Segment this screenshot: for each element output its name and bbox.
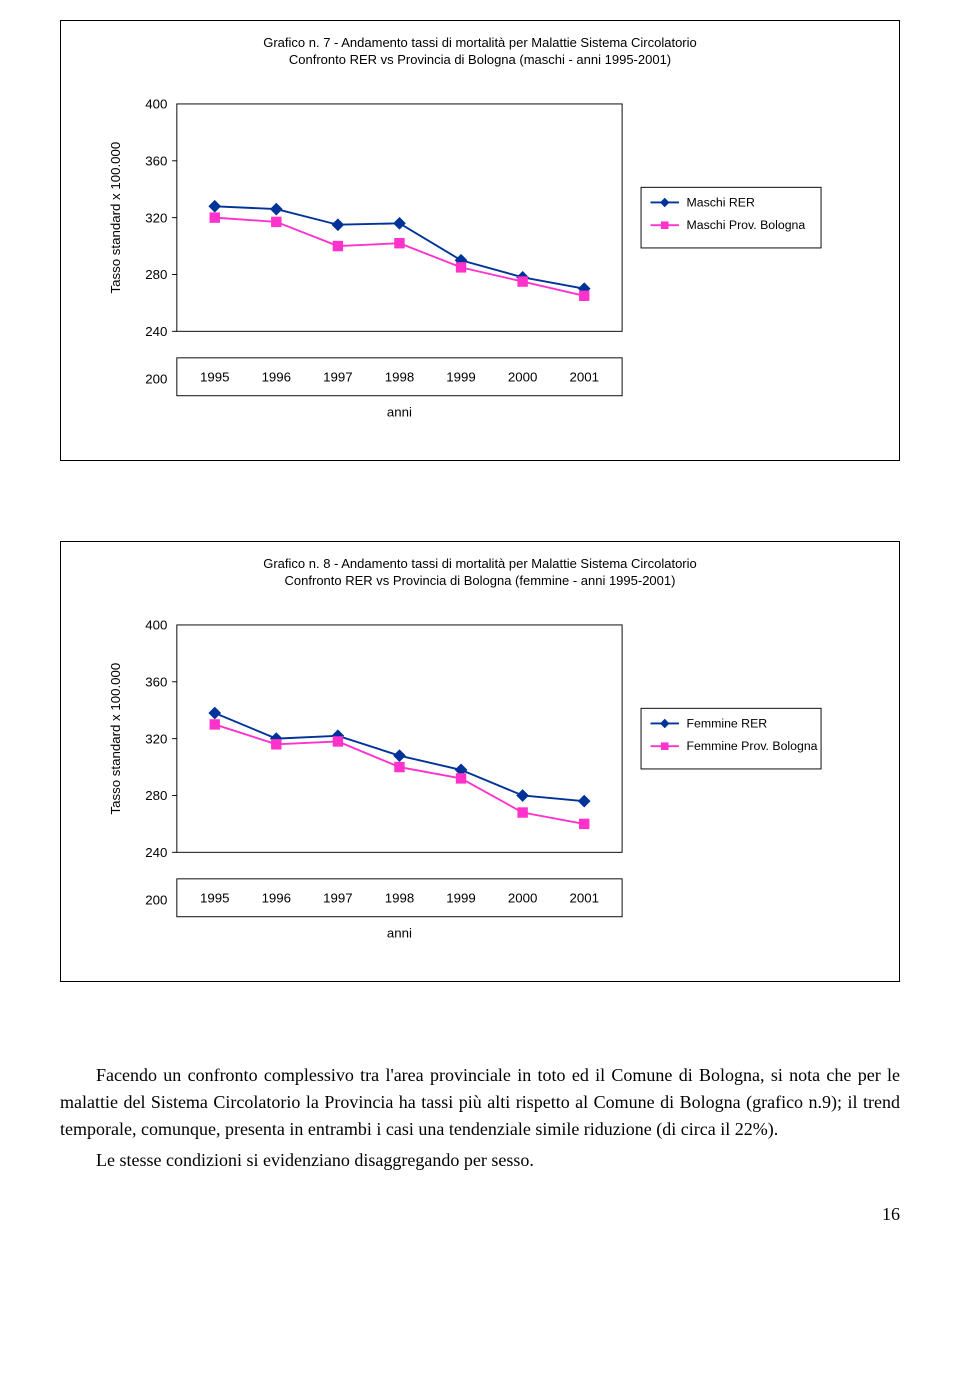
- svg-text:1998: 1998: [385, 369, 414, 384]
- page-number: 16: [60, 1204, 900, 1225]
- chart-7-title-line1: Grafico n. 7 - Andamento tassi di mortal…: [263, 35, 697, 50]
- chart-7-title: Grafico n. 7 - Andamento tassi di mortal…: [81, 35, 879, 69]
- svg-text:Maschi RER: Maschi RER: [687, 195, 755, 209]
- chart-8-title-line2: Confronto RER vs Provincia di Bologna (f…: [285, 573, 676, 588]
- chart-8-container: Grafico n. 8 - Andamento tassi di mortal…: [60, 541, 900, 982]
- paragraph-2: Le stesse condizioni si evidenziano disa…: [60, 1147, 900, 1174]
- svg-text:1996: 1996: [262, 369, 291, 384]
- svg-text:Tasso standard x 100.000: Tasso standard x 100.000: [108, 142, 123, 294]
- paragraph-1: Facendo un confronto complessivo tra l'a…: [60, 1062, 900, 1143]
- svg-text:2001: 2001: [569, 890, 598, 905]
- svg-text:360: 360: [145, 674, 167, 689]
- svg-text:2001: 2001: [569, 369, 598, 384]
- svg-text:2000: 2000: [508, 890, 537, 905]
- chart-7-container: Grafico n. 7 - Andamento tassi di mortal…: [60, 20, 900, 461]
- svg-text:360: 360: [145, 153, 167, 168]
- body-text: Facendo un confronto complessivo tra l'a…: [60, 1062, 900, 1174]
- chart-7-title-line2: Confronto RER vs Provincia di Bologna (m…: [289, 52, 671, 67]
- svg-text:1998: 1998: [385, 890, 414, 905]
- svg-text:280: 280: [145, 267, 167, 282]
- svg-text:1999: 1999: [446, 369, 475, 384]
- svg-text:anni: anni: [387, 404, 412, 419]
- svg-text:Femmine RER: Femmine RER: [687, 716, 768, 730]
- svg-text:Femmine Prov. Bologna: Femmine Prov. Bologna: [687, 739, 818, 753]
- svg-text:200: 200: [145, 371, 167, 386]
- svg-text:400: 400: [145, 96, 167, 111]
- svg-text:1997: 1997: [323, 890, 352, 905]
- svg-text:2000: 2000: [508, 369, 537, 384]
- svg-text:400: 400: [145, 617, 167, 632]
- svg-text:anni: anni: [387, 925, 412, 940]
- page: Grafico n. 7 - Andamento tassi di mortal…: [0, 0, 960, 1265]
- svg-text:320: 320: [145, 731, 167, 746]
- svg-text:1996: 1996: [262, 890, 291, 905]
- svg-text:280: 280: [145, 788, 167, 803]
- chart-7-plot: 200 240 280 320 360 400 Tasso standard x 100.0…: [81, 85, 879, 450]
- svg-text:1999: 1999: [446, 890, 475, 905]
- svg-text:320: 320: [145, 210, 167, 225]
- svg-text:Maschi Prov. Bologna: Maschi Prov. Bologna: [687, 218, 806, 232]
- svg-text:240: 240: [145, 324, 167, 339]
- svg-text:240: 240: [145, 845, 167, 860]
- svg-text:200: 200: [145, 892, 167, 907]
- chart-8-plot: 200 240 280 320 360 400 Tasso standard x 100.0…: [81, 606, 879, 971]
- chart-8-title: Grafico n. 8 - Andamento tassi di mortal…: [81, 556, 879, 590]
- svg-text:1997: 1997: [323, 369, 352, 384]
- svg-text:1995: 1995: [200, 890, 229, 905]
- chart-8-title-line1: Grafico n. 8 - Andamento tassi di mortal…: [263, 556, 697, 571]
- svg-text:1995: 1995: [200, 369, 229, 384]
- svg-text:Tasso standard x 100.000: Tasso standard x 100.000: [108, 662, 123, 814]
